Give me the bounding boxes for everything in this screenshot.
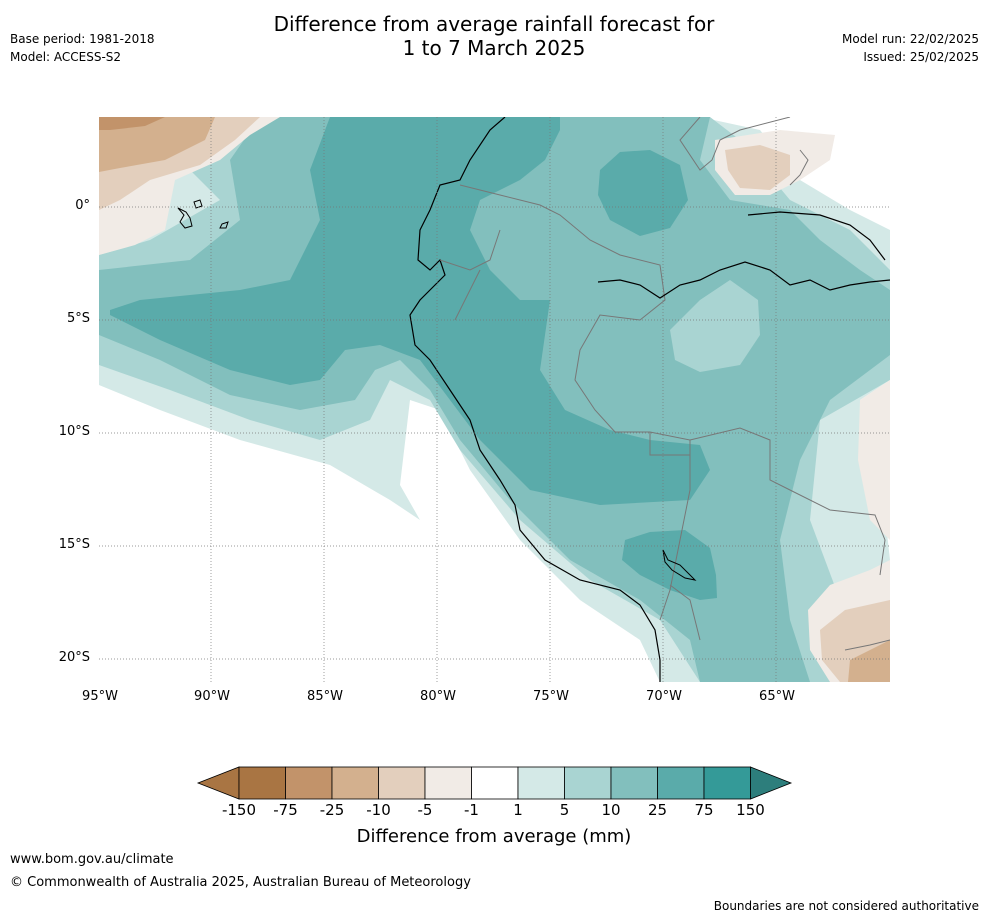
colorbar-tick-5: -5	[417, 801, 433, 819]
colorbar-cell-3	[331, 766, 379, 800]
colorbar-cell-1	[238, 766, 286, 800]
colorbar-cell-2	[285, 766, 333, 800]
colorbar-tick-12: 150	[736, 801, 765, 819]
colorbar-tick-4: -10	[366, 801, 391, 819]
colorbar-cell-11	[703, 766, 751, 800]
colorbar-tick-10: 25	[647, 801, 668, 819]
contour-brown-pale-se	[858, 380, 890, 540]
map-title: Difference from average rainfall forecas…	[0, 12, 988, 60]
graticule	[99, 117, 890, 682]
issued-date: Issued: 25/02/2025	[863, 50, 979, 64]
colorbar-upper-arrow	[750, 766, 793, 800]
colorbar-title: Difference from average (mm)	[356, 826, 632, 847]
amazon-river	[597, 211, 890, 299]
lake-titicaca	[662, 549, 697, 581]
lon-label-75w: 75°W	[533, 689, 569, 704]
colorbar-cell-9	[610, 766, 658, 800]
footer-copyright: © Commonwealth of Australia 2025, Austra…	[10, 875, 471, 890]
map-fill-layer	[99, 117, 890, 682]
header-right-info: Model run: 22/02/2025 Issued: 25/02/2025	[842, 30, 979, 66]
colorbar-tick-8: 5	[559, 801, 570, 819]
colorbar-cell-7	[517, 766, 565, 800]
footer-disclaimer: Boundaries are not considered authoritat…	[713, 899, 979, 913]
lat-label-15s: 15°S	[58, 537, 90, 552]
lat-label-5s: 5°S	[66, 311, 90, 326]
lat-label-10s: 10°S	[58, 424, 90, 439]
colorbar-tick-3: -25	[319, 801, 345, 819]
lon-label-70w: 70°W	[646, 689, 682, 704]
contour-teal-blob-north	[598, 150, 688, 236]
colorbar-cell-4	[378, 766, 426, 800]
contour-teal-blob-south	[622, 530, 717, 600]
lon-label-95w: 95°W	[82, 689, 118, 704]
lon-label-80w: 80°W	[420, 689, 456, 704]
colorbar-tick-2: -75	[273, 801, 298, 819]
model-run-date: Model run: 22/02/2025	[841, 32, 979, 46]
base-period: Base period: 1981-2018	[10, 32, 155, 46]
contour-brown-light-nw	[99, 117, 215, 172]
title-line-1: Difference from average rainfall forecas…	[273, 12, 715, 36]
south-america-coastline	[409, 117, 661, 682]
contour-teal	[110, 117, 710, 505]
colorbar-cell-5	[424, 766, 472, 800]
contour-brown-light-ne	[725, 145, 790, 190]
title-line-2: 1 to 7 March 2025	[402, 36, 586, 60]
colorbar-cell-8	[564, 766, 612, 800]
galapagos-islands	[177, 199, 229, 229]
colorbar-tick-11: 75	[694, 801, 714, 819]
header-left-info: Base period: 1981-2018 Model: ACCESS-S2	[10, 30, 155, 66]
contour-brown-med-nw	[99, 117, 165, 130]
boundaries-layer	[177, 117, 890, 682]
colorbar-graphic	[196, 766, 793, 800]
country-borders	[439, 117, 890, 651]
lon-label-65w: 65°W	[759, 689, 795, 704]
model-name: Model: ACCESS-S2	[10, 50, 122, 64]
colorbar-tick-6: -1	[464, 801, 479, 819]
colorbar-cell-10	[657, 766, 705, 800]
colorbar-lower-arrow	[196, 766, 240, 800]
lon-label-85w: 85°W	[307, 689, 343, 704]
footer-url[interactable]: www.bom.gov.au/climate	[10, 852, 174, 867]
contour-teal-faint-inner	[670, 280, 760, 372]
lat-label-20s: 20°S	[58, 650, 90, 665]
contour-brown-light-se	[848, 640, 890, 682]
lat-label-0: 0°	[75, 198, 90, 213]
colorbar-tick-1: -150	[221, 801, 257, 819]
colorbar-tick-7: 1	[513, 801, 523, 819]
colorbar-tick-9: 10	[601, 801, 621, 819]
colorbar-cell-6	[471, 766, 519, 800]
lon-label-90w: 90°W	[194, 689, 230, 704]
